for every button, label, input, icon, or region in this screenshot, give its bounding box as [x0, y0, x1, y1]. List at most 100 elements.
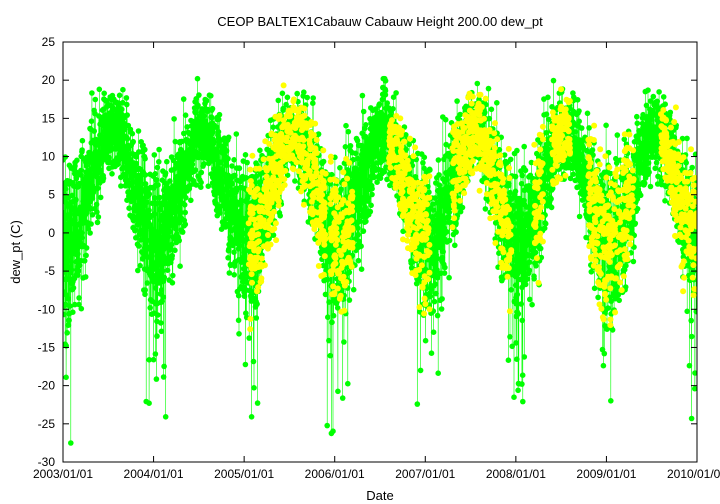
- green-point: [653, 159, 660, 166]
- green-point: [156, 146, 162, 153]
- green-point: [242, 152, 249, 158]
- green-point: [515, 311, 522, 317]
- green-point: [614, 132, 621, 138]
- green-point: [177, 263, 183, 270]
- green-point: [427, 293, 434, 300]
- green-point: [63, 244, 67, 251]
- green-point: [512, 173, 519, 180]
- green-point: [346, 269, 353, 276]
- green-point: [517, 228, 524, 234]
- green-point: [63, 311, 67, 318]
- green-point: [124, 136, 131, 142]
- green-point: [330, 312, 337, 319]
- green-point: [135, 243, 142, 249]
- green-point: [443, 229, 450, 235]
- green-point: [428, 350, 435, 357]
- green-point: [543, 111, 550, 117]
- green-point: [83, 163, 90, 169]
- green-point: [355, 231, 362, 238]
- green-point: [486, 115, 493, 122]
- green-point: [151, 152, 158, 158]
- green-point: [169, 252, 175, 259]
- green-point: [181, 130, 187, 137]
- green-point: [78, 305, 85, 312]
- green-point: [64, 330, 70, 336]
- green-point: [482, 206, 489, 212]
- green-point: [193, 182, 200, 188]
- green-point: [236, 242, 243, 249]
- green-point: [231, 157, 237, 163]
- green-point: [196, 92, 202, 98]
- green-point: [184, 124, 190, 130]
- green-point: [159, 228, 165, 234]
- green-point: [149, 253, 155, 259]
- green-point: [519, 372, 526, 379]
- green-point: [512, 188, 519, 195]
- green-point: [435, 370, 442, 377]
- green-point: [153, 177, 160, 183]
- green-point: [485, 85, 492, 92]
- green-point: [434, 312, 441, 319]
- green-point: [494, 100, 500, 106]
- green-point: [223, 148, 230, 154]
- green-point: [93, 201, 100, 208]
- green-point: [432, 281, 439, 288]
- green-point: [167, 178, 173, 184]
- green-point: [209, 105, 216, 112]
- green-point: [65, 295, 71, 302]
- green-point: [432, 262, 438, 268]
- green-point: [137, 178, 144, 184]
- green-point: [66, 317, 72, 324]
- green-point: [119, 106, 125, 113]
- green-point: [221, 193, 227, 200]
- green-point: [246, 335, 252, 341]
- green-point: [181, 202, 188, 208]
- green-point: [123, 95, 130, 101]
- green-point: [339, 395, 346, 401]
- green-point: [586, 125, 592, 131]
- green-point: [182, 221, 189, 228]
- green-point: [63, 374, 69, 381]
- green-point: [171, 166, 178, 172]
- green-point: [229, 242, 236, 249]
- green-point: [360, 108, 367, 115]
- green-point: [367, 208, 374, 215]
- green-point: [63, 301, 69, 308]
- green-point: [570, 171, 577, 177]
- green-point: [65, 194, 71, 201]
- green-point: [662, 101, 668, 107]
- green-point: [637, 192, 644, 199]
- green-point: [543, 130, 549, 136]
- green-point: [190, 178, 197, 184]
- green-point: [284, 94, 291, 101]
- green-point: [158, 320, 164, 326]
- green-point: [146, 357, 152, 363]
- green-point: [576, 118, 582, 125]
- green-point: [342, 144, 349, 150]
- green-point: [223, 162, 230, 168]
- green-point: [81, 258, 88, 264]
- green-point: [225, 134, 232, 141]
- green-point: [310, 95, 317, 101]
- green-point: [151, 211, 158, 217]
- green-point: [133, 160, 139, 167]
- green-point: [152, 171, 159, 177]
- green-point: [430, 329, 437, 336]
- green-point: [122, 172, 128, 178]
- green-point: [521, 354, 528, 360]
- green-point: [355, 225, 361, 231]
- green-point: [652, 165, 658, 172]
- green-point: [446, 209, 453, 216]
- green-point: [258, 178, 264, 185]
- green-point: [459, 204, 466, 211]
- green-point: [238, 197, 245, 204]
- green-point: [79, 235, 85, 241]
- green-point: [155, 312, 161, 318]
- green-point: [474, 80, 481, 87]
- green-point: [235, 292, 242, 299]
- green-point: [202, 118, 209, 124]
- green-point: [79, 147, 85, 153]
- green-point: [430, 207, 437, 213]
- green-point: [182, 209, 188, 216]
- green-point: [217, 210, 223, 216]
